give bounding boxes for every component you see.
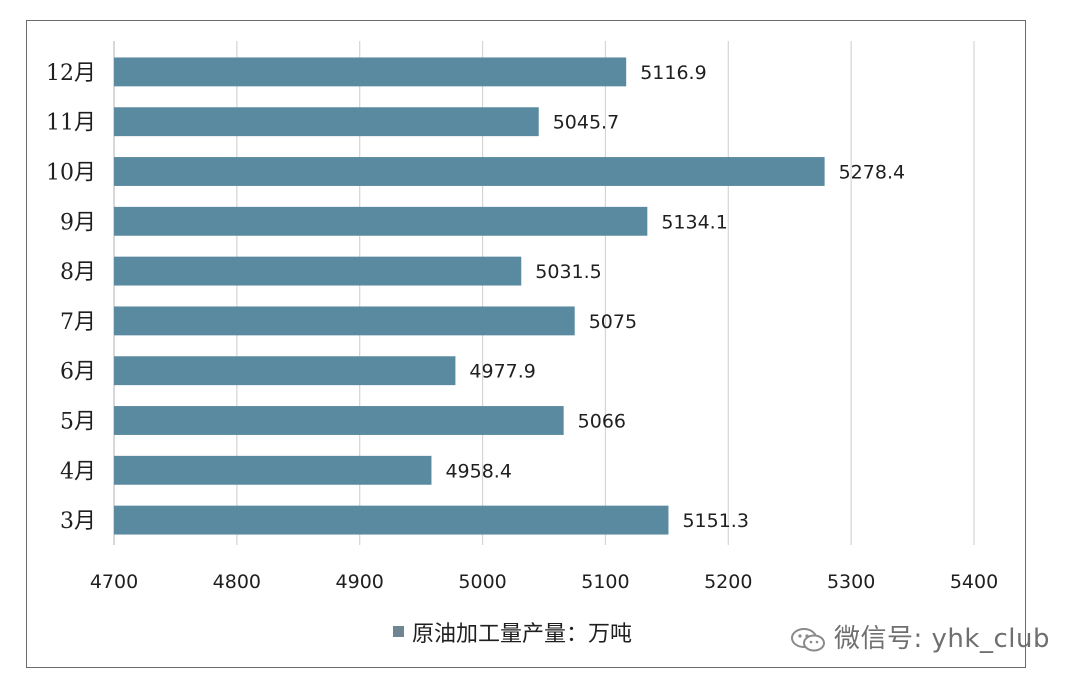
y-tick-label: 4月	[60, 459, 96, 484]
bar	[114, 107, 539, 137]
data-label: 5151.3	[682, 510, 748, 532]
y-tick-label: 12月	[46, 61, 96, 86]
x-tick-label: 5000	[458, 571, 506, 593]
legend-swatch	[393, 626, 404, 637]
watermark: 微信号: yhk_club	[790, 618, 1050, 655]
x-tick-label: 4800	[213, 571, 261, 593]
x-tick-label: 5300	[827, 571, 875, 593]
data-label: 5075	[589, 311, 637, 333]
bar	[114, 57, 627, 87]
data-label: 5116.9	[640, 62, 706, 84]
data-label: 5066	[578, 411, 626, 433]
y-tick-label: 5月	[60, 410, 96, 435]
bar	[114, 356, 456, 386]
data-label: 4958.4	[445, 460, 511, 482]
legend-label: 原油加工量产量：万吨	[412, 622, 632, 647]
data-label: 5045.7	[553, 112, 619, 134]
data-label: 5031.5	[535, 261, 601, 283]
x-tick-label: 5400	[950, 571, 998, 593]
data-label: 5278.4	[839, 162, 905, 184]
bar	[114, 505, 669, 535]
y-tick-label: 6月	[60, 360, 96, 385]
data-label: 5134.1	[661, 211, 727, 233]
x-tick-label: 4900	[336, 571, 384, 593]
wechat-icon	[791, 627, 825, 651]
x-tick-label: 5100	[581, 571, 629, 593]
y-tick-label: 3月	[60, 509, 96, 534]
bar	[114, 256, 522, 286]
bar	[114, 455, 432, 485]
y-tick-label: 10月	[46, 161, 96, 186]
data-label: 4977.9	[469, 361, 535, 383]
x-tick-label: 5200	[704, 571, 752, 593]
bar	[114, 306, 575, 336]
bar	[114, 406, 564, 435]
bar	[114, 206, 648, 236]
chart-frame	[26, 20, 1026, 668]
y-tick-label: 11月	[46, 111, 96, 136]
x-tick-label: 4700	[90, 571, 138, 593]
y-tick-label: 8月	[60, 260, 96, 285]
y-tick-label: 9月	[60, 210, 96, 235]
bar	[114, 157, 825, 186]
watermark-text: 微信号: yhk_club	[834, 624, 1050, 654]
y-tick-label: 7月	[60, 310, 96, 335]
